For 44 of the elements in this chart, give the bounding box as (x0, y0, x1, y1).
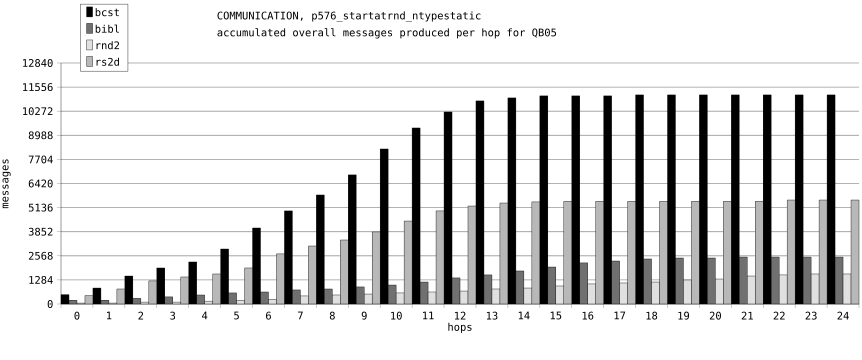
x-tick-label: 18 (646, 312, 658, 320)
y-tick-label: 0 (48, 300, 53, 308)
x-tick-label: 21 (742, 312, 753, 320)
y-tick-label: 3852 (28, 228, 52, 236)
y-axis-title: messages (2, 159, 11, 208)
y-tick-label: 1284 (29, 276, 53, 284)
x-tick-label: 1 (106, 312, 112, 320)
x-tick-label: 2 (138, 312, 144, 320)
y-tick-label: 11556 (23, 83, 53, 92)
x-tick-label: 15 (550, 312, 562, 320)
x-tick-label: 9 (362, 312, 367, 320)
legend-label: rs2d (96, 58, 119, 66)
x-tick-label: 8 (330, 312, 335, 320)
y-tick-label: 10272 (23, 107, 52, 116)
x-tick-label: 3 (170, 312, 176, 320)
x-tick-label: 13 (486, 312, 498, 320)
x-tick-label: 4 (202, 312, 208, 320)
y-tick-label: 6420 (28, 180, 53, 188)
legend-label: rnd2 (96, 41, 120, 50)
x-tick-label: 12 (454, 312, 466, 320)
x-tick-label: 5 (234, 312, 239, 320)
chart-subtitle: accumulated overall messages produced per hop for QB05 (217, 28, 556, 39)
chart-title: COMMUNICATION, p576_startatrnd_ntypestatic (218, 11, 480, 22)
x-tick-label: 17 (614, 312, 626, 320)
x-tick-label: 22 (774, 312, 785, 320)
y-tick-label: 2568 (28, 252, 53, 260)
x-tick-label: 7 (298, 312, 303, 320)
y-tick-label: 5136 (28, 204, 53, 212)
legend-label: bcst (96, 8, 119, 16)
y-tick-label: 8988 (28, 131, 53, 140)
x-tick-label: 23 (806, 312, 817, 320)
y-tick-label: 7704 (28, 155, 53, 164)
x-axis-title: hops (448, 322, 472, 333)
x-tick-label: 24 (838, 312, 849, 320)
legend-label: bibl (96, 24, 119, 33)
x-tick-label: 19 (678, 312, 690, 320)
x-tick-label: 20 (710, 312, 721, 320)
x-tick-label: 10 (391, 312, 402, 320)
x-tick-label: 0 (74, 312, 80, 320)
x-tick-label: 16 (582, 312, 594, 320)
x-tick-label: 6 (266, 312, 271, 320)
y-tick-label: 12840 (23, 59, 53, 67)
x-tick-label: 11 (423, 312, 434, 320)
x-tick-label: 14 (518, 312, 530, 320)
